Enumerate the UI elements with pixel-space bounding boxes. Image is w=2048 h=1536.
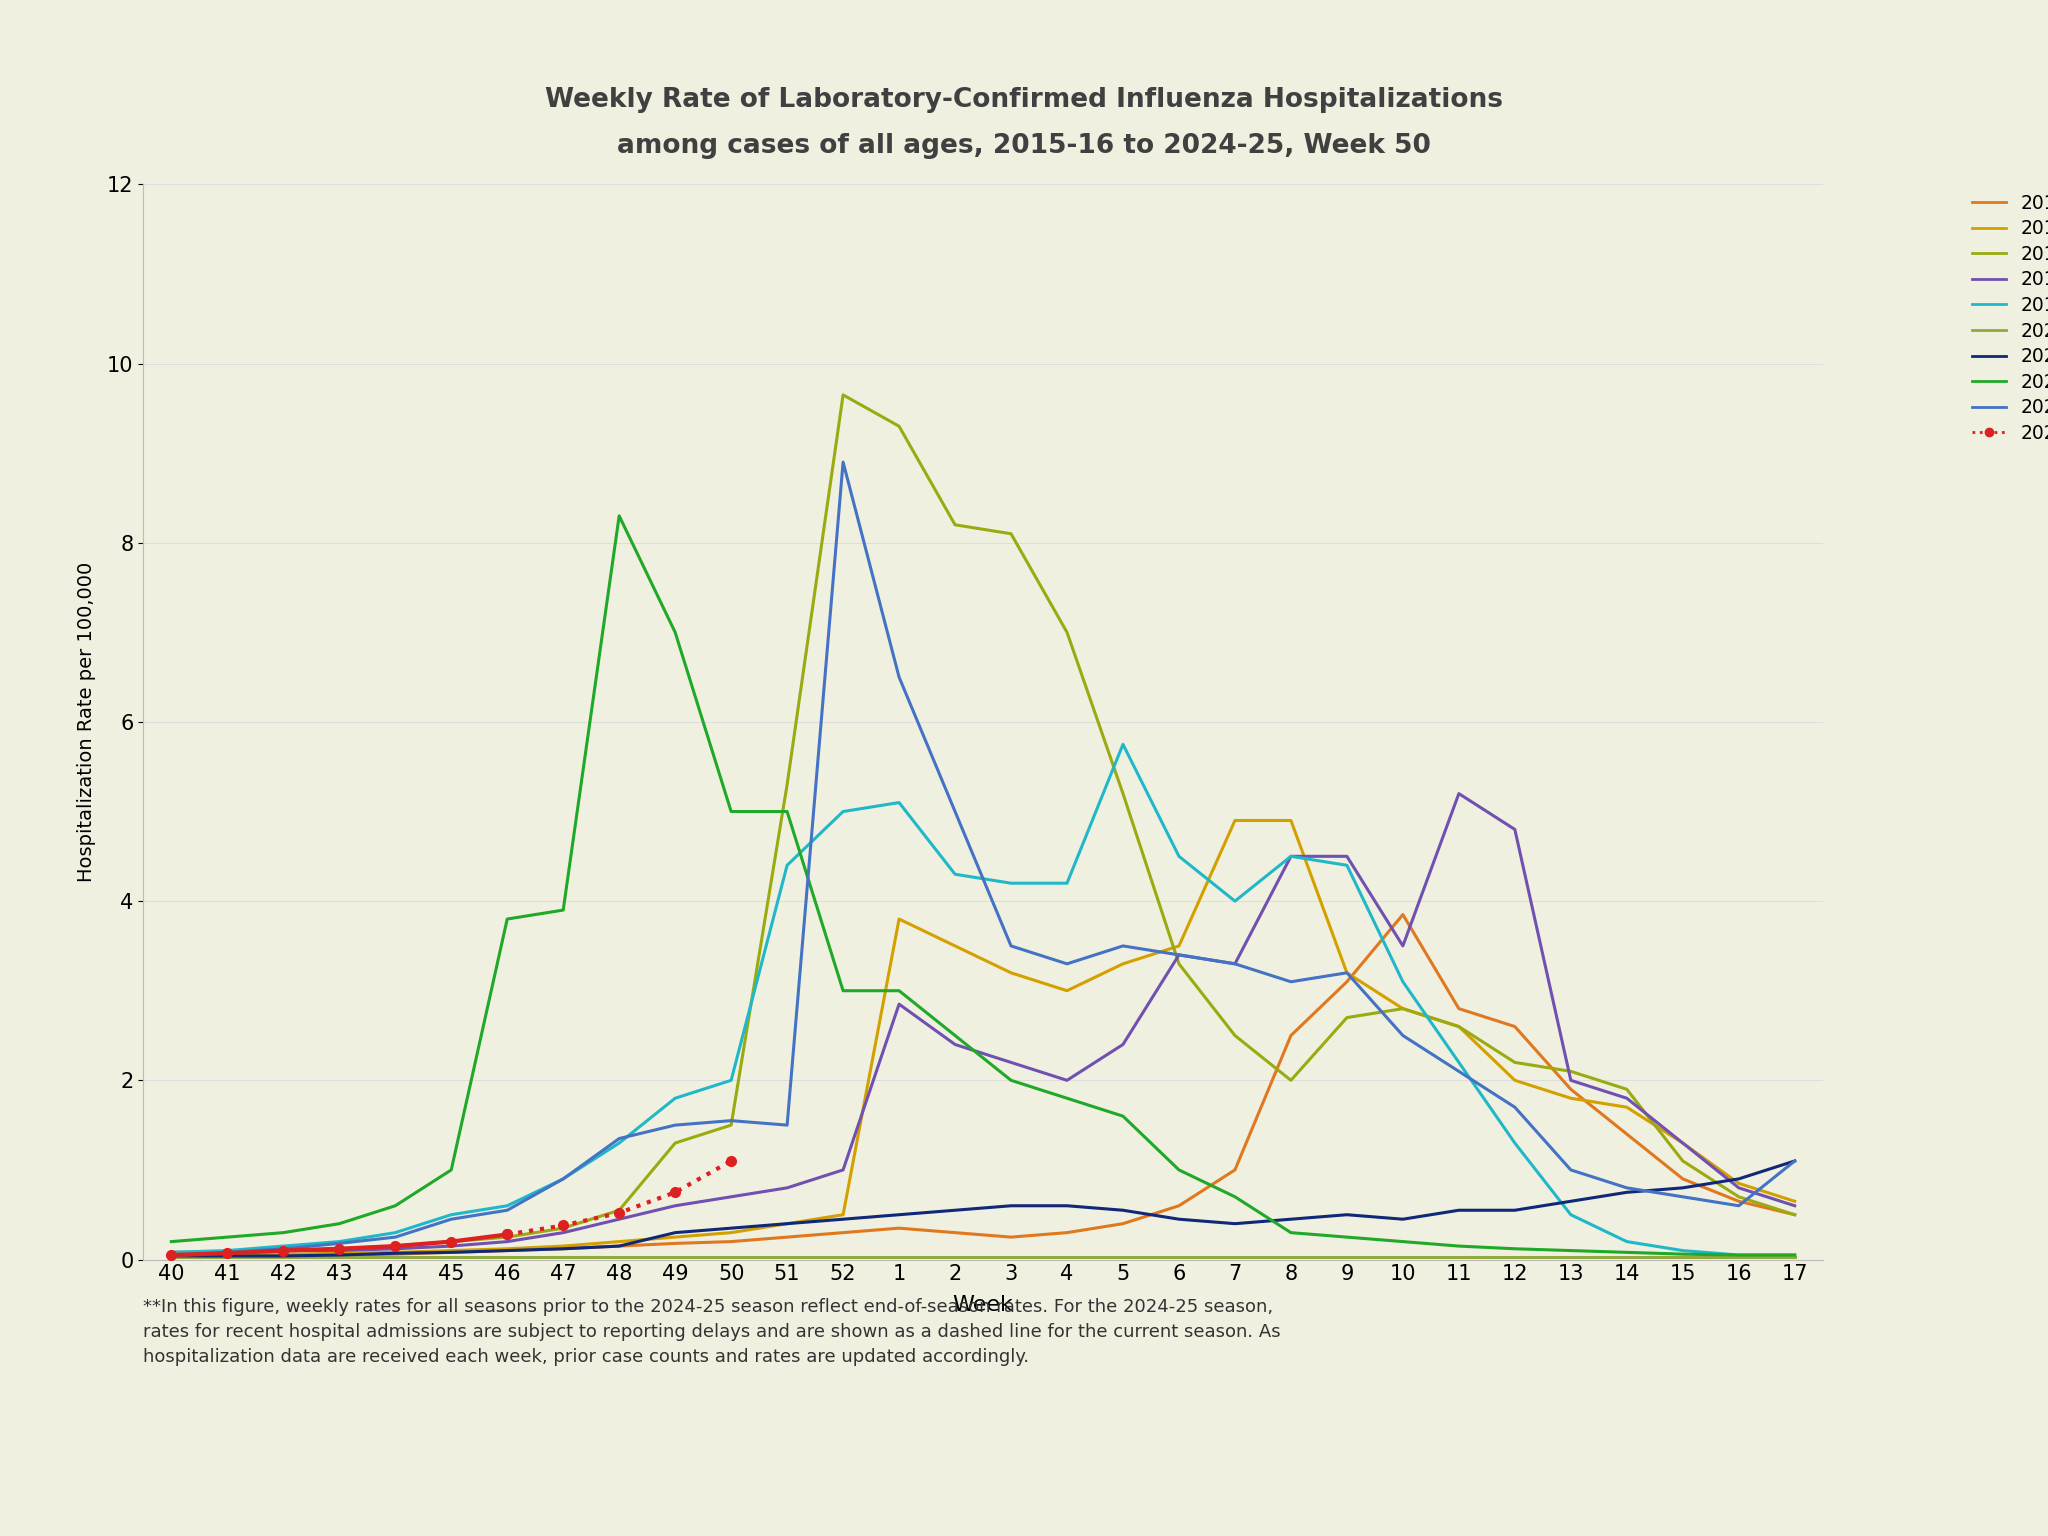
Text: among cases of all ages, 2015-16 to 2024-25, Week 50: among cases of all ages, 2015-16 to 2024… (616, 134, 1432, 158)
Y-axis label: Hospitalization Rate per 100,000: Hospitalization Rate per 100,000 (78, 562, 96, 882)
Legend: 2015-16, 2016-17, 2017-18, 2018-19, 2019-20, 2020-21, 2021-22, 2022-23, 2023-24,: 2015-16, 2016-17, 2017-18, 2018-19, 2019… (1972, 194, 2048, 442)
Text: **In this figure, weekly rates for all seasons prior to the 2024-25 season refle: **In this figure, weekly rates for all s… (143, 1298, 1280, 1366)
Text: Weekly Rate of Laboratory-Confirmed Influenza Hospitalizations: Weekly Rate of Laboratory-Confirmed Infl… (545, 88, 1503, 112)
X-axis label: Week: Week (952, 1295, 1014, 1315)
